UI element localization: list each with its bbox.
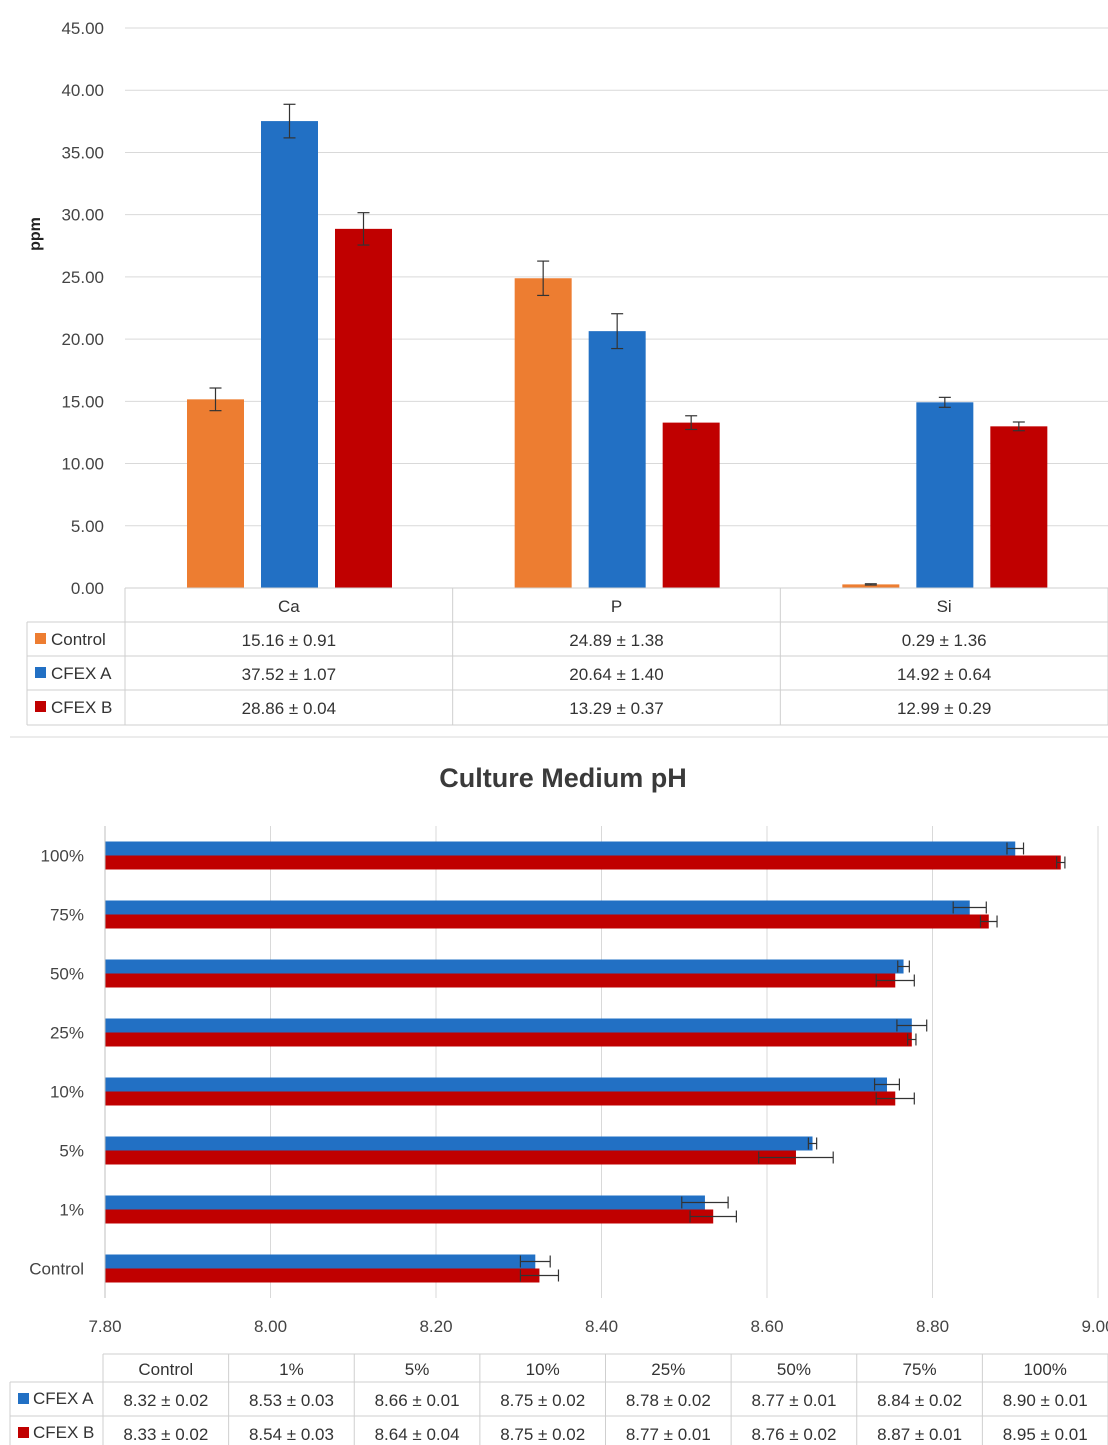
table-header: 10% (526, 1360, 560, 1379)
legend-swatch (35, 701, 46, 712)
data-label: 8.32 ± 0.02 (123, 1391, 208, 1410)
bar (105, 900, 970, 915)
y-tick-label: 0.00 (71, 579, 104, 598)
bar (105, 959, 904, 974)
table-header: 25% (651, 1360, 685, 1379)
x-tick-label: 8.60 (750, 1317, 783, 1336)
data-label: 8.77 ± 0.01 (626, 1425, 711, 1444)
bar (105, 1032, 912, 1047)
bar (187, 399, 244, 588)
legend-entry: CFEX B (33, 1423, 94, 1442)
bar (105, 1150, 796, 1165)
data-label: 8.78 ± 0.02 (626, 1391, 711, 1410)
table-header: 50% (777, 1360, 811, 1379)
x-tick-label: 8.00 (254, 1317, 287, 1336)
legend-entry: CFEX A (51, 664, 112, 683)
bar (916, 402, 974, 588)
data-label: 20.64 ± 1.40 (569, 665, 663, 684)
bar (105, 1195, 705, 1210)
data-label: 13.29 ± 0.37 (569, 699, 663, 718)
data-label: 12.99 ± 0.29 (897, 699, 991, 718)
legend-entry: CFEX A (33, 1389, 94, 1408)
chart-title: Culture Medium pH (439, 763, 687, 793)
data-label: 8.75 ± 0.02 (500, 1391, 585, 1410)
bar (105, 1209, 714, 1224)
bar (105, 973, 896, 988)
bar (105, 1018, 912, 1033)
data-label: 8.54 ± 0.03 (249, 1425, 334, 1444)
bar (514, 278, 572, 588)
data-label: 37.52 ± 1.07 (242, 665, 336, 684)
category-label: P (611, 597, 622, 616)
bar (105, 855, 1061, 870)
data-label: 24.89 ± 1.38 (569, 631, 663, 650)
bar (105, 1091, 896, 1106)
table-header: 100% (1023, 1360, 1066, 1379)
y-tick-label: 45.00 (61, 19, 104, 38)
category-label: 50% (50, 965, 84, 984)
legend-entry: CFEX B (51, 698, 112, 717)
data-label: 8.75 ± 0.02 (500, 1425, 585, 1444)
category-label: Ca (278, 597, 300, 616)
bar (105, 841, 1016, 856)
x-tick-label: 8.40 (585, 1317, 618, 1336)
y-tick-label: 30.00 (61, 206, 104, 225)
bar (990, 426, 1048, 588)
data-label: 8.53 ± 0.03 (249, 1391, 334, 1410)
data-label: 0.29 ± 1.36 (902, 631, 987, 650)
table-header: Control (138, 1360, 193, 1379)
legend-swatch (18, 1393, 29, 1404)
data-label: 8.77 ± 0.01 (751, 1391, 836, 1410)
data-label: 8.64 ± 0.04 (375, 1425, 460, 1444)
table-header: 1% (279, 1360, 304, 1379)
y-tick-label: 20.00 (61, 330, 104, 349)
data-label: 8.84 ± 0.02 (877, 1391, 962, 1410)
category-label: 100% (41, 847, 84, 866)
legend-swatch (35, 633, 46, 644)
x-tick-label: 7.80 (88, 1317, 121, 1336)
data-label: 8.95 ± 0.01 (1003, 1425, 1088, 1444)
y-axis-label: ppm (27, 217, 44, 251)
data-label: 8.66 ± 0.01 (375, 1391, 460, 1410)
bar (662, 422, 720, 588)
category-label: 10% (50, 1083, 84, 1102)
x-tick-label: 8.80 (916, 1317, 949, 1336)
category-label: 5% (59, 1142, 84, 1161)
table-header: 75% (903, 1360, 937, 1379)
y-tick-label: 40.00 (61, 81, 104, 100)
category-label: Control (29, 1260, 84, 1279)
table-header: 5% (405, 1360, 430, 1379)
data-label: 14.92 ± 0.64 (897, 665, 991, 684)
legend-swatch (18, 1427, 29, 1438)
bar (105, 1077, 887, 1092)
data-label: 28.86 ± 0.04 (242, 699, 336, 718)
bar (105, 1136, 813, 1151)
bar (105, 1254, 536, 1269)
legend-entry: Control (51, 630, 106, 649)
data-label: 8.33 ± 0.02 (123, 1425, 208, 1444)
bar (105, 1268, 540, 1283)
category-label: Si (937, 597, 952, 616)
y-tick-label: 5.00 (71, 517, 104, 536)
category-label: 1% (59, 1201, 84, 1220)
y-tick-label: 15.00 (61, 392, 104, 411)
y-tick-label: 35.00 (61, 143, 104, 162)
bar (842, 584, 900, 588)
y-tick-label: 25.00 (61, 268, 104, 287)
x-tick-label: 8.20 (419, 1317, 452, 1336)
category-label: 25% (50, 1024, 84, 1043)
bar (335, 228, 392, 588)
y-tick-label: 10.00 (61, 455, 104, 474)
data-label: 8.90 ± 0.01 (1003, 1391, 1088, 1410)
x-tick-label: 9.00 (1081, 1317, 1108, 1336)
bar (261, 121, 318, 588)
legend-swatch (35, 667, 46, 678)
bar (105, 914, 989, 929)
data-label: 15.16 ± 0.91 (242, 631, 336, 650)
data-label: 8.76 ± 0.02 (751, 1425, 836, 1444)
category-label: 75% (50, 906, 84, 925)
data-label: 8.87 ± 0.01 (877, 1425, 962, 1444)
bar (588, 331, 646, 588)
